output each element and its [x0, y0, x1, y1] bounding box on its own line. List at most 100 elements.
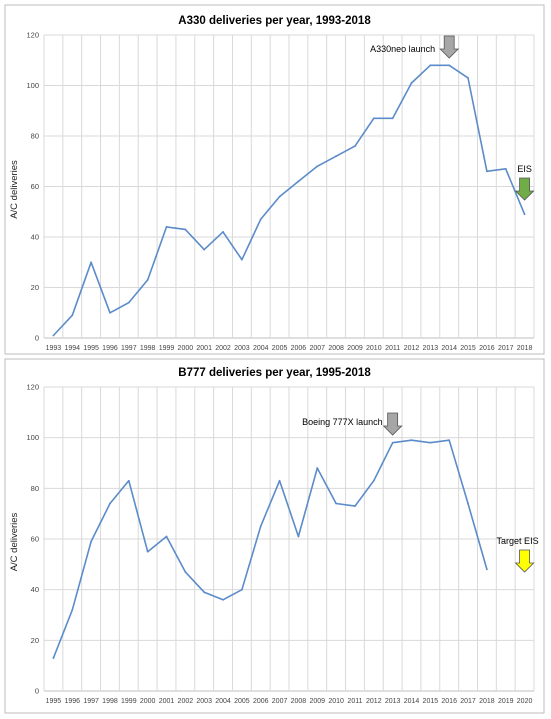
x-tick-label: 2014 [404, 698, 420, 705]
series-line [52, 64, 526, 337]
x-tick-label: 1999 [159, 345, 175, 352]
y-axis-title: A/C deliveries [9, 512, 20, 571]
y-tick-label: 40 [31, 233, 39, 242]
x-tick-label: 2013 [423, 345, 439, 352]
data-point [127, 301, 130, 304]
y-tick-label: 60 [31, 182, 39, 191]
chart-title: A330 deliveries per year, 1993-2018 [178, 15, 371, 27]
data-point [410, 82, 413, 84]
x-tick-label: 2002 [178, 698, 194, 705]
x-tick-label: 1997 [83, 698, 99, 705]
y-tick-label: 20 [31, 636, 39, 645]
data-point [467, 502, 469, 505]
x-tick-label: 2005 [234, 698, 250, 705]
y-tick-label: 100 [26, 433, 39, 442]
data-point [259, 218, 262, 221]
y-tick-label: 60 [31, 535, 39, 544]
data-point [259, 525, 262, 528]
chart-title: B777 deliveries per year, 1995-2018 [178, 367, 371, 379]
annotation-label: Target EIS [497, 536, 539, 546]
data-point [71, 314, 74, 317]
data-point [109, 502, 111, 505]
annotation-label: A330neo launch [370, 44, 435, 54]
data-point [448, 439, 451, 442]
x-tick-label: 2007 [309, 345, 325, 352]
series-line [52, 439, 488, 659]
data-point [335, 502, 338, 505]
data-point [109, 311, 111, 314]
x-tick-label: 1996 [64, 698, 80, 705]
x-tick-label: 1997 [121, 345, 137, 352]
data-point [184, 571, 187, 573]
data-point [278, 195, 281, 198]
data-point [523, 213, 526, 216]
data-point [316, 165, 319, 168]
x-tick-label: 2018 [479, 698, 495, 705]
x-tick-label: 2011 [385, 345, 400, 352]
data-point [52, 657, 55, 659]
data-point [90, 261, 93, 264]
y-tick-label: 40 [31, 585, 39, 594]
data-point [146, 550, 149, 553]
x-tick-label: 2000 [140, 698, 156, 705]
data-point [448, 64, 451, 67]
data-point [485, 170, 488, 173]
x-tick-label: 2017 [460, 698, 476, 705]
data-point [127, 479, 130, 482]
x-tick-label: 2020 [517, 698, 533, 705]
x-tick-label: 2010 [328, 698, 344, 705]
y-tick-label: 20 [31, 283, 39, 292]
x-tick-label: 2004 [253, 345, 269, 352]
data-point [429, 441, 432, 444]
x-tick-label: 2008 [291, 698, 307, 705]
y-tick-label: 80 [31, 132, 39, 141]
x-tick-label: 2000 [178, 345, 194, 352]
x-tick-label: 1998 [102, 698, 118, 705]
data-point [504, 167, 507, 170]
data-point [184, 228, 187, 231]
data-point [278, 479, 281, 482]
x-tick-label: 2015 [460, 345, 476, 352]
x-tick-label: 2009 [309, 698, 325, 705]
y-tick-label: 120 [26, 383, 39, 392]
y-tick-label: 100 [26, 81, 39, 90]
x-tick-label: 2012 [366, 698, 382, 705]
annotation-arrow-icon [514, 549, 535, 573]
data-point [297, 180, 300, 183]
annotation-arrow-icon [382, 412, 403, 436]
data-point [429, 64, 432, 67]
chart-a330-deliveries: A330 deliveries per year, 1993-2018 0 20 40… [4, 4, 545, 355]
data-point [71, 609, 74, 611]
x-tick-label: 1993 [46, 345, 62, 352]
x-tick-label: 2009 [347, 345, 363, 352]
data-point [391, 117, 394, 120]
data-point [410, 439, 413, 442]
x-tick-label: 2018 [517, 345, 533, 352]
y-tick-label: 0 [35, 687, 39, 696]
data-point [316, 467, 319, 469]
x-tick-label: 1994 [64, 345, 80, 352]
data-point [335, 155, 338, 158]
data-point [372, 117, 375, 120]
x-tick-label: 2011 [347, 698, 362, 705]
data-point [467, 77, 469, 79]
data-point [203, 591, 206, 594]
x-tick-label: 2012 [404, 345, 420, 352]
x-tick-label: 2019 [498, 698, 514, 705]
y-tick-label: 120 [26, 31, 39, 40]
x-tick-label: 2006 [291, 345, 307, 352]
data-point [165, 226, 168, 228]
annotation-arrow-icon [439, 35, 460, 59]
x-tick-label: 1999 [121, 698, 137, 705]
annotation-label: EIS [517, 164, 532, 174]
x-tick-label: 2002 [215, 345, 231, 352]
x-tick-label: 2014 [441, 345, 457, 352]
x-tick-label: 2001 [159, 698, 175, 705]
data-point [297, 535, 300, 538]
data-point [354, 145, 356, 148]
annotation-label: Boeing 777X launch [302, 417, 383, 427]
data-point [485, 568, 488, 571]
x-tick-label: 1995 [46, 698, 62, 705]
annotation-arrow-icon [514, 177, 535, 201]
